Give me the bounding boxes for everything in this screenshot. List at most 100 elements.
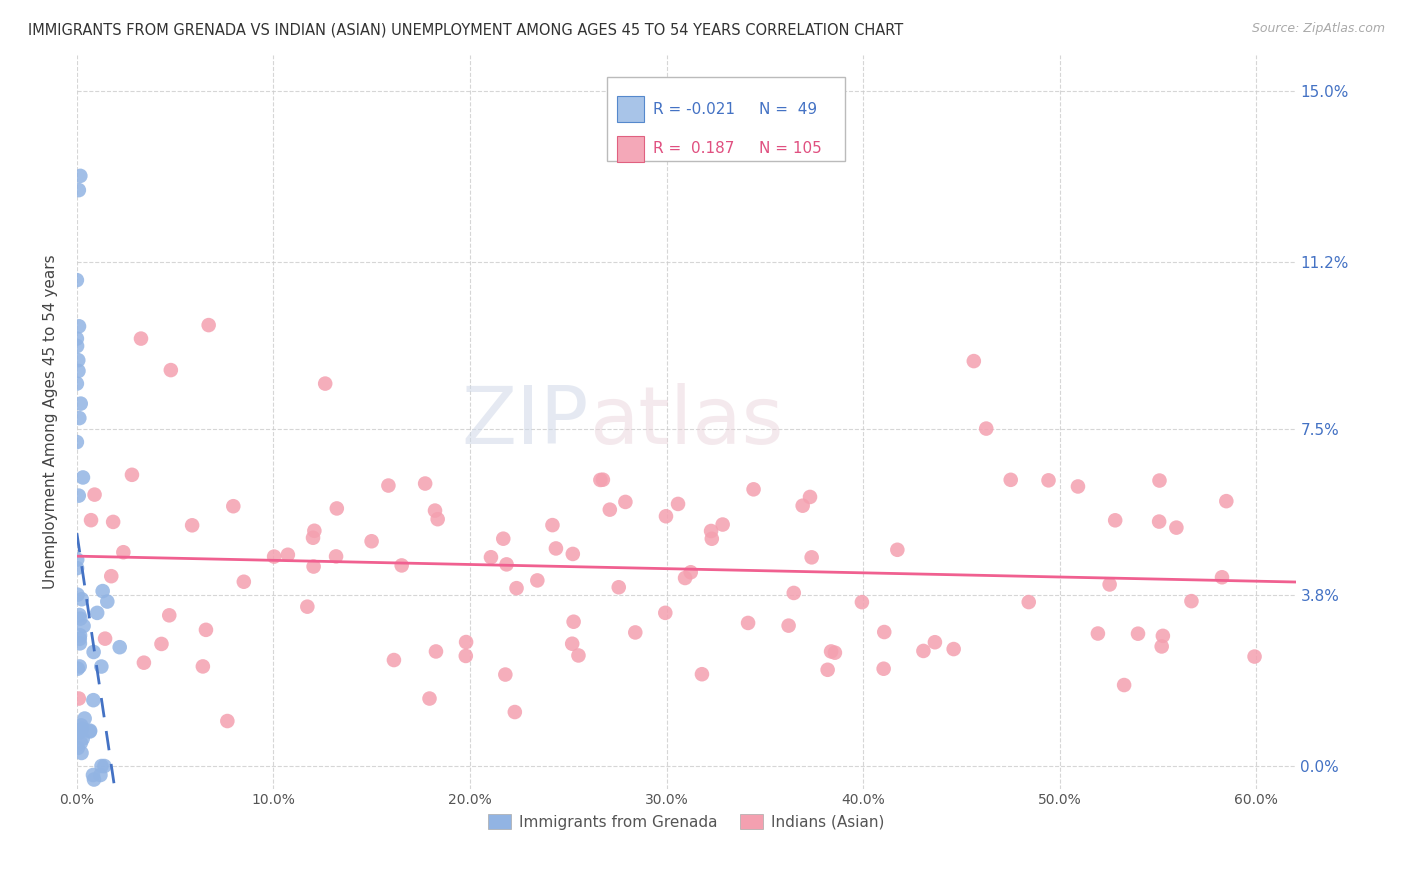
- Point: [1038, 473, 1060, 487]
- Point: [505, 581, 527, 595]
- Point: [817, 663, 839, 677]
- Point: [1150, 640, 1173, 654]
- Point: [66, 741, 89, 756]
- Point: [72, 470, 94, 484]
- Text: R =  0.187: R = 0.187: [654, 141, 735, 156]
- Point: [700, 532, 723, 546]
- Point: [101, 515, 124, 529]
- Point: [1180, 594, 1202, 608]
- Point: [700, 524, 723, 538]
- Point: [67, 319, 90, 334]
- Point: [690, 667, 713, 681]
- Point: [159, 363, 181, 377]
- Point: [737, 615, 759, 630]
- Point: [82, 693, 104, 707]
- Point: [413, 476, 436, 491]
- Point: [1104, 513, 1126, 527]
- Point: [181, 518, 204, 533]
- Point: [778, 618, 800, 632]
- Text: Source: ZipAtlas.com: Source: ZipAtlas.com: [1251, 22, 1385, 36]
- Point: [425, 644, 447, 658]
- Point: [157, 608, 180, 623]
- Point: [66, 588, 89, 602]
- Point: [80, 513, 103, 527]
- Point: [1149, 474, 1171, 488]
- Point: [1243, 649, 1265, 664]
- Point: [70, 592, 93, 607]
- Point: [67, 411, 90, 425]
- Point: [742, 483, 765, 497]
- Point: [67, 725, 90, 739]
- Text: R = -0.021: R = -0.021: [654, 102, 735, 117]
- Point: [66, 376, 89, 391]
- Point: [325, 549, 347, 564]
- Bar: [617, 136, 644, 162]
- Point: [69, 632, 91, 646]
- Point: [872, 662, 894, 676]
- Point: [70, 736, 93, 750]
- Point: [589, 473, 612, 487]
- Y-axis label: Unemployment Among Ages 45 to 54 years: Unemployment Among Ages 45 to 54 years: [44, 254, 58, 589]
- Point: [93, 759, 115, 773]
- Point: [69, 628, 91, 642]
- Point: [924, 635, 946, 649]
- Text: atlas: atlas: [589, 383, 783, 461]
- Point: [297, 599, 319, 614]
- Point: [426, 512, 449, 526]
- Point: [100, 569, 122, 583]
- Point: [67, 691, 90, 706]
- Point: [70, 746, 93, 760]
- Point: [783, 586, 806, 600]
- Point: [1067, 479, 1090, 493]
- Point: [86, 606, 108, 620]
- FancyBboxPatch shape: [607, 77, 845, 161]
- Point: [1114, 678, 1136, 692]
- Point: [679, 566, 702, 580]
- Point: [503, 705, 526, 719]
- Point: [69, 169, 91, 183]
- Point: [1211, 570, 1233, 584]
- Bar: [617, 96, 644, 122]
- Point: [824, 646, 846, 660]
- Point: [70, 722, 93, 736]
- Text: N =  49: N = 49: [759, 102, 817, 117]
- Point: [73, 712, 96, 726]
- Point: [326, 501, 349, 516]
- Point: [94, 632, 117, 646]
- Point: [624, 625, 647, 640]
- Point: [495, 558, 517, 572]
- Point: [72, 619, 94, 633]
- Point: [562, 615, 585, 629]
- Point: [1087, 626, 1109, 640]
- Point: [382, 653, 405, 667]
- Point: [96, 594, 118, 608]
- Point: [377, 478, 399, 492]
- Point: [150, 637, 173, 651]
- Legend: Immigrants from Grenada, Indians (Asian): Immigrants from Grenada, Indians (Asian): [482, 807, 890, 836]
- Point: [974, 421, 997, 435]
- Point: [67, 607, 90, 622]
- Point: [194, 623, 217, 637]
- Point: [263, 549, 285, 564]
- Point: [69, 396, 91, 410]
- Point: [792, 499, 814, 513]
- Point: [191, 659, 214, 673]
- Point: [66, 723, 89, 738]
- Point: [67, 489, 90, 503]
- Point: [90, 759, 112, 773]
- Point: [82, 768, 104, 782]
- Point: [654, 606, 676, 620]
- Point: [912, 644, 935, 658]
- Point: [820, 644, 842, 658]
- Point: [711, 517, 734, 532]
- Point: [492, 532, 515, 546]
- Point: [66, 552, 89, 566]
- Point: [314, 376, 336, 391]
- Point: [541, 518, 564, 533]
- Point: [561, 547, 583, 561]
- Point: [66, 435, 89, 450]
- Point: [79, 723, 101, 738]
- Point: [851, 595, 873, 609]
- Point: [222, 500, 245, 514]
- Point: [942, 642, 965, 657]
